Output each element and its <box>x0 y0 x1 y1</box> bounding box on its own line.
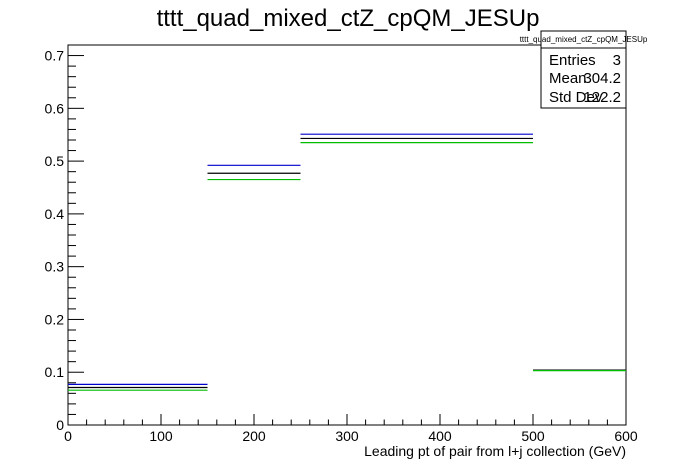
y-tick-label: 0.5 <box>45 153 65 169</box>
y-tick-label: 0.7 <box>45 48 65 64</box>
x-tick-label: 400 <box>428 428 452 444</box>
stats-mean-value: 304.2 <box>583 70 621 87</box>
stats-box-frame <box>540 30 627 109</box>
y-tick-label: 0.3 <box>45 259 65 275</box>
stats-box-title: tttt_quad_mixed_ctZ_cpQM_JESUp <box>520 35 648 44</box>
stats-entries-label: Entries <box>549 52 596 69</box>
x-tick-label: 0 <box>64 428 72 444</box>
chart-title: tttt_quad_mixed_ctZ_cpQM_JESUp <box>157 5 540 32</box>
histogram-bins <box>68 133 626 391</box>
x-tick-label: 300 <box>335 428 359 444</box>
y-axis: 0 0.1 0.2 0.3 0.4 0.5 0.6 0.7 <box>45 44 84 433</box>
y-tick-label: 0.6 <box>45 100 65 116</box>
stats-stddev-value: 122.2 <box>583 89 621 106</box>
x-axis-title: Leading pt of pair from l+j collection (… <box>364 443 626 459</box>
y-tick-label: 0.1 <box>45 364 65 380</box>
y-tick-label: 0.2 <box>45 311 65 327</box>
x-axis: 0 100 200 300 400 500 600 <box>64 414 638 444</box>
y-tick-label: 0 <box>56 417 64 433</box>
stats-box: tttt_quad_mixed_ctZ_cpQM_JESUp Entries 3… <box>520 30 648 109</box>
x-tick-label: 100 <box>149 428 173 444</box>
stats-entries-value: 3 <box>613 52 621 69</box>
x-tick-label: 600 <box>614 428 638 444</box>
x-tick-label: 200 <box>242 428 266 444</box>
stats-mean-label: Mean <box>549 70 587 87</box>
x-tick-label: 500 <box>521 428 545 444</box>
stats-stddev-label: Std Dev <box>549 89 603 106</box>
y-tick-label: 0.4 <box>45 206 65 222</box>
